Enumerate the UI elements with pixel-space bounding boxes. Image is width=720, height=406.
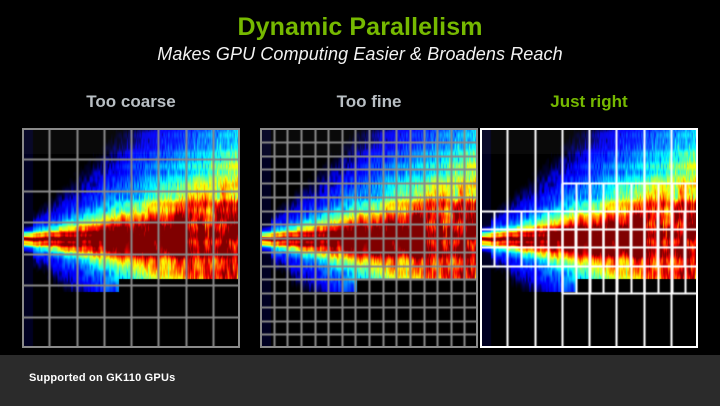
panel-just-right	[480, 128, 698, 348]
page-title: Dynamic Parallelism	[237, 13, 483, 41]
page-subtitle: Makes GPU Computing Easier & Broadens Re…	[157, 44, 563, 64]
panel-caption-too-coarse: Too coarse	[86, 92, 176, 111]
panel-too-fine	[260, 128, 478, 348]
panel-caption-too-fine: Too fine	[336, 92, 402, 111]
panel-too-coarse	[22, 128, 240, 348]
panel-caption-just-right: Just right	[550, 92, 628, 111]
footer-note: Supported on GK110 GPUs	[29, 372, 176, 384]
plume-visualization-just-right	[480, 128, 698, 348]
plume-visualization-too-coarse	[22, 128, 240, 348]
plume-visualization-too-fine	[260, 128, 478, 348]
